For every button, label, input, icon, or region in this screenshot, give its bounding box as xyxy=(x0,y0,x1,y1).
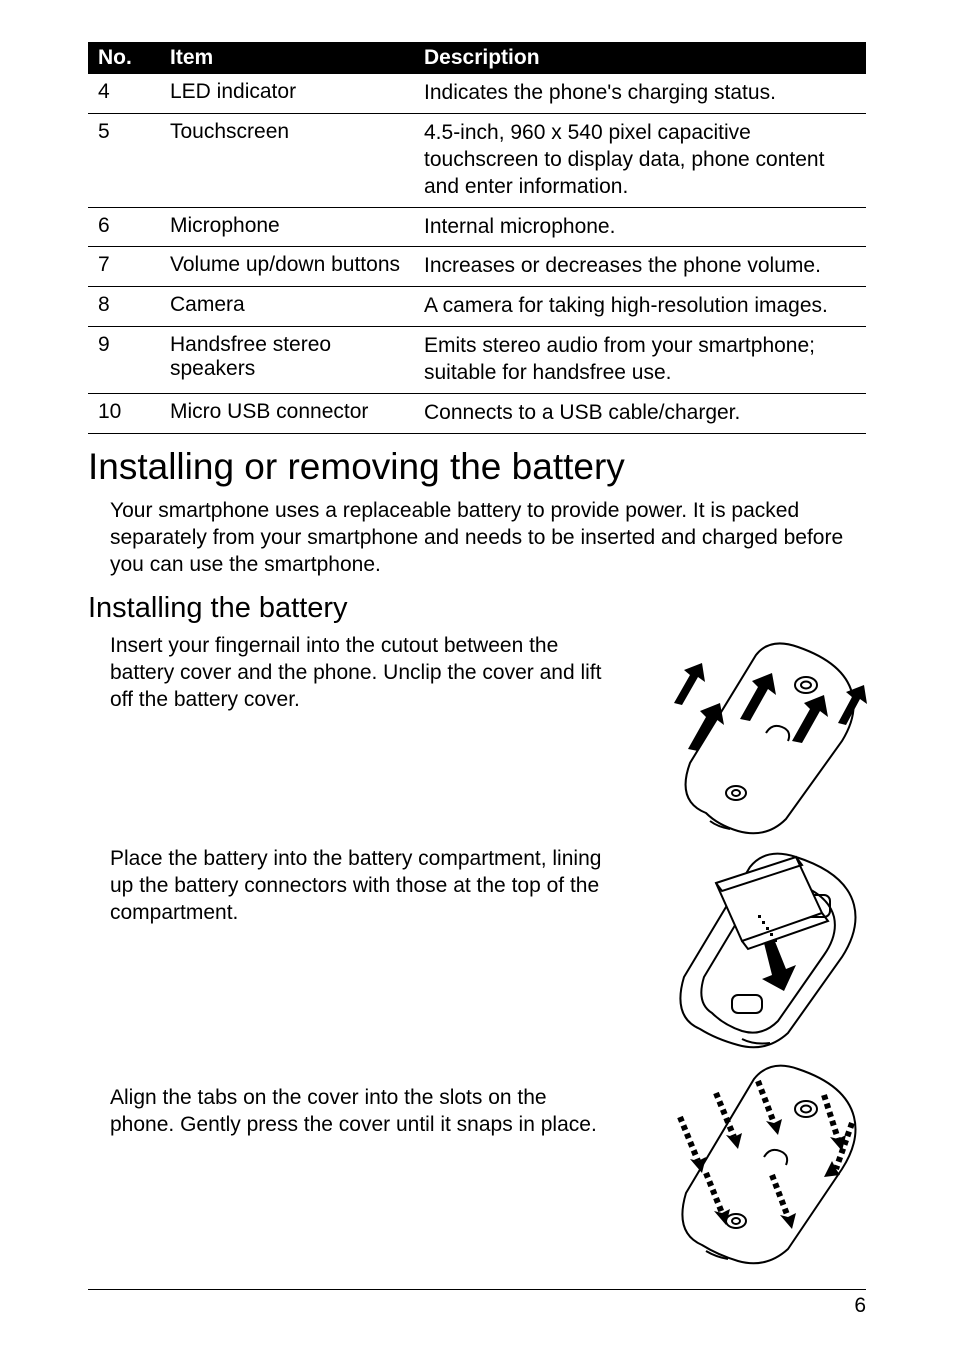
illustration-insert-battery xyxy=(646,843,876,1053)
step1-text: Insert your fingernail into the cutout b… xyxy=(110,633,610,714)
table-cell-item: Camera xyxy=(160,287,414,327)
footer-rule xyxy=(88,1289,866,1290)
battery-steps-area: Insert your fingernail into the cutout b… xyxy=(88,633,866,1138)
table-cell-desc: Indicates the phone's charging status. xyxy=(414,74,866,113)
table-cell-desc: Emits stereo audio from your smartphone;… xyxy=(414,327,866,394)
table-header-desc: Description xyxy=(414,42,866,74)
table-cell-desc: 4.5-inch, 960 x 540 pixel capacitive tou… xyxy=(414,113,866,207)
table-cell-item: Microphone xyxy=(160,207,414,247)
heading-installing: Installing the battery xyxy=(88,592,866,625)
table-cell-item: Touchscreen xyxy=(160,113,414,207)
table-cell-no: 6 xyxy=(88,207,160,247)
table-cell-item: LED indicator xyxy=(160,74,414,113)
table-cell-no: 10 xyxy=(88,393,160,433)
heading-install-remove: Installing or removing the battery xyxy=(88,446,866,488)
battery-steps-text: Insert your fingernail into the cutout b… xyxy=(110,633,610,1138)
table-cell-item: Volume up/down buttons xyxy=(160,247,414,287)
table-cell-item: Micro USB connector xyxy=(160,393,414,433)
page: No. Item Description 4LED indicatorIndic… xyxy=(0,0,954,1352)
table-row: 8CameraA camera for taking high-resoluti… xyxy=(88,287,866,327)
table-cell-no: 7 xyxy=(88,247,160,287)
table-cell-no: 8 xyxy=(88,287,160,327)
table-cell-desc: Increases or decreases the phone volume. xyxy=(414,247,866,287)
table-header-item: Item xyxy=(160,42,414,74)
table-row: 4LED indicatorIndicates the phone's char… xyxy=(88,74,866,113)
table-cell-no: 5 xyxy=(88,113,160,207)
table-cell-desc: A camera for taking high-resolution imag… xyxy=(414,287,866,327)
table-cell-no: 4 xyxy=(88,74,160,113)
table-cell-desc: Internal microphone. xyxy=(414,207,866,247)
illustration-snap-cover xyxy=(646,1053,876,1273)
table-cell-item: Handsfree stereo speakers xyxy=(160,327,414,394)
page-number: 6 xyxy=(854,1294,866,1318)
intro-paragraph: Your smartphone uses a replaceable batte… xyxy=(110,498,866,579)
table-row: 9Handsfree stereo speakersEmits stereo a… xyxy=(88,327,866,394)
illustration-remove-cover xyxy=(646,633,876,843)
spec-table: No. Item Description 4LED indicatorIndic… xyxy=(88,42,866,434)
step2-text: Place the battery into the battery compa… xyxy=(110,846,610,927)
illustration-stack xyxy=(626,633,896,1273)
table-header-no: No. xyxy=(88,42,160,74)
table-row: 7Volume up/down buttonsIncreases or decr… xyxy=(88,247,866,287)
table-row: 6MicrophoneInternal microphone. xyxy=(88,207,866,247)
table-cell-desc: Connects to a USB cable/charger. xyxy=(414,393,866,433)
table-cell-no: 9 xyxy=(88,327,160,394)
spec-table-body: 4LED indicatorIndicates the phone's char… xyxy=(88,74,866,433)
table-row: 5Touchscreen4.5-inch, 960 x 540 pixel ca… xyxy=(88,113,866,207)
step3-text: Align the tabs on the cover into the slo… xyxy=(110,1085,610,1139)
table-row: 10Micro USB connectorConnects to a USB c… xyxy=(88,393,866,433)
